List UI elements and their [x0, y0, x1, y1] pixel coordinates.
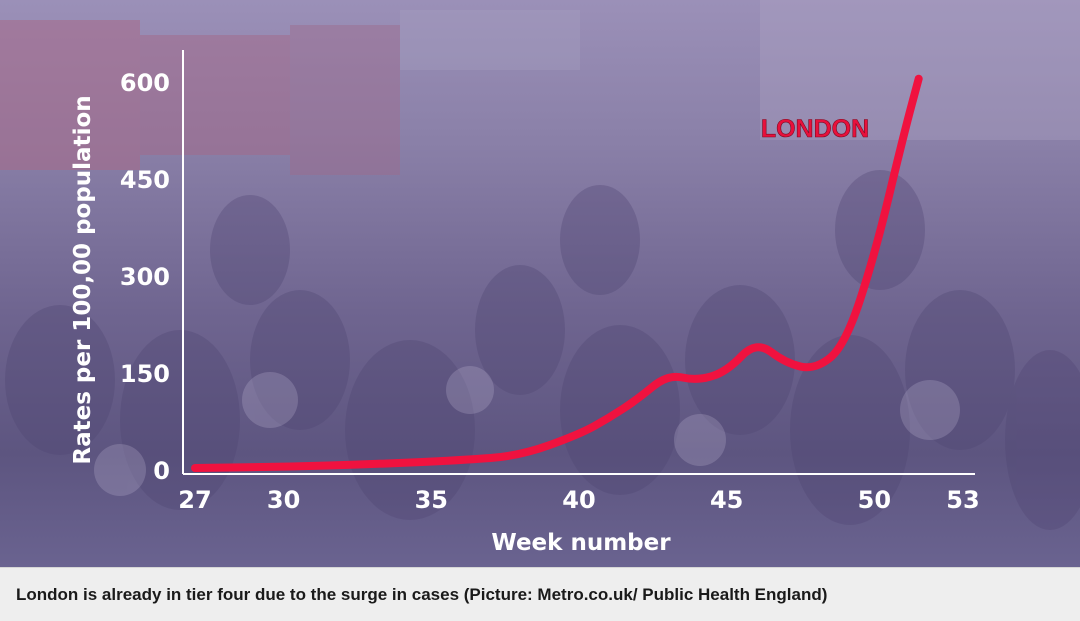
series-line-london	[191, 74, 923, 473]
x-tick-label: 53	[946, 486, 979, 514]
bus-shape	[290, 25, 400, 175]
line-chart: 0 150 300 450 600 27 30 35 40 45 50 53 Rates per 1…	[70, 69, 979, 556]
x-tick-label: 30	[267, 486, 300, 514]
figure-caption: London is already in tier four due to th…	[16, 585, 828, 604]
x-tick-label: 27	[178, 486, 211, 514]
y-axis-label: Rates per 100,00 population	[70, 95, 96, 464]
crowd-highlights	[94, 366, 960, 496]
y-tick-label: 600	[120, 69, 170, 97]
x-tick-label: 35	[415, 486, 448, 514]
y-tick-labels: 0 150 300 450 600	[120, 69, 170, 485]
x-tick-label: 45	[710, 486, 743, 514]
x-axis-label: Week number	[491, 530, 671, 556]
y-tick-label: 150	[120, 360, 170, 388]
chart-figure: 0 150 300 450 600 27 30 35 40 45 50 53 Rates per 1…	[0, 0, 1080, 567]
building-shape	[760, 0, 1080, 140]
x-tick-label: 40	[562, 486, 595, 514]
y-tick-label: 300	[120, 263, 170, 291]
bus-shape	[0, 20, 140, 170]
caption-bar: London is already in tier four due to th…	[0, 567, 1080, 621]
y-tick-label: 450	[120, 166, 170, 194]
series-label-london: LONDON	[761, 115, 869, 143]
bus-shape	[400, 10, 580, 70]
y-tick-label: 0	[153, 457, 170, 485]
background-photo	[0, 0, 1080, 530]
x-tick-label: 50	[858, 486, 891, 514]
x-tick-labels: 27 30 35 40 45 50 53	[178, 486, 979, 514]
bus-shape	[140, 35, 290, 155]
crowd-silhouettes	[5, 170, 1080, 530]
